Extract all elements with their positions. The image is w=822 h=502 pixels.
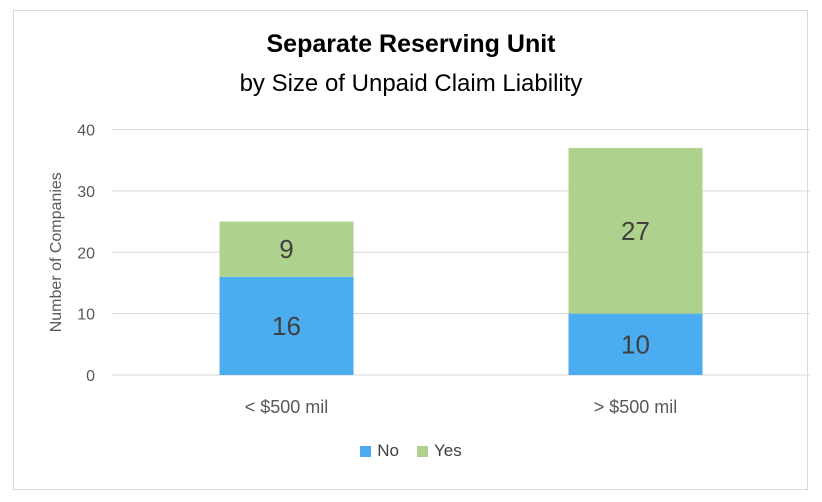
- y-axis-title: Number of Companies: [48, 172, 65, 332]
- data-label: 10: [621, 329, 650, 359]
- y-tick-label: 30: [77, 184, 95, 201]
- chart-frame: [13, 10, 808, 490]
- bar-no: [219, 276, 354, 375]
- legend-label: Yes: [434, 441, 462, 460]
- legend-swatch: [417, 445, 428, 457]
- y-tick-label: 0: [86, 368, 95, 385]
- chart-title: Separate Reserving Unit: [266, 30, 556, 58]
- data-label: 27: [621, 216, 650, 246]
- data-label: 16: [272, 311, 301, 341]
- x-tick-label: < $500 mil: [245, 397, 329, 417]
- data-label: 9: [279, 234, 293, 264]
- bar-yes: [568, 147, 703, 314]
- chart-subtitle: by Size of Unpaid Claim Liability: [239, 70, 583, 97]
- bar-yes: [219, 221, 354, 277]
- bar-no: [568, 313, 703, 375]
- legend-swatch: [360, 445, 372, 457]
- legend-label: No: [377, 441, 399, 460]
- y-tick-label: 10: [77, 307, 95, 324]
- y-tick-label: 20: [77, 245, 95, 262]
- y-tick-label: 40: [77, 123, 95, 140]
- legend-item-yes: Yes: [417, 441, 462, 461]
- legend-item-no: No: [360, 441, 399, 461]
- legend: No Yes: [0, 441, 822, 461]
- x-tick-label: > $500 mil: [594, 397, 678, 417]
